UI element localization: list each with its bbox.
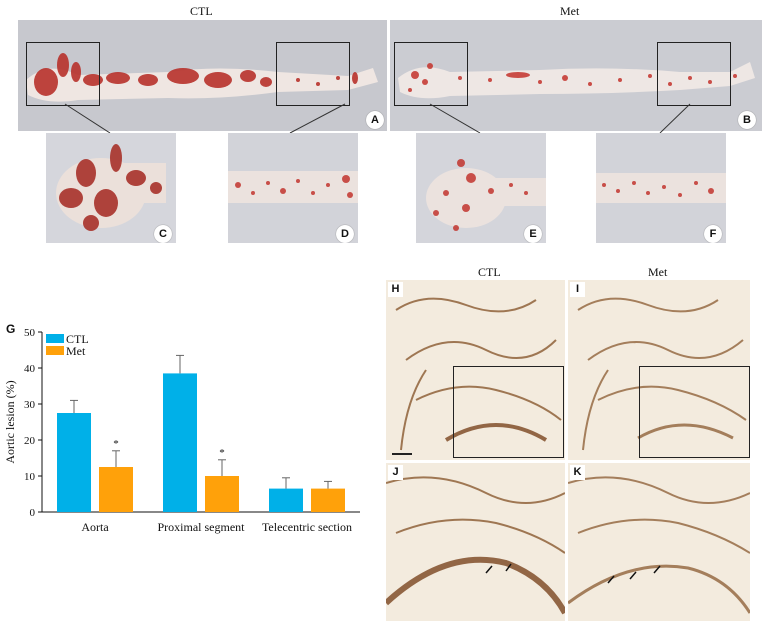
header-met-top: Met bbox=[560, 4, 580, 18]
zoom-box-d bbox=[276, 42, 350, 106]
header-met-bottom: Met bbox=[648, 265, 668, 279]
bar-ctl bbox=[269, 488, 303, 512]
header-ctl-top: CTL bbox=[190, 4, 213, 18]
legend-swatch-ctl bbox=[46, 334, 64, 343]
y-axis-label: Aortic lesion (%) bbox=[3, 380, 17, 463]
y-tick-label: 20 bbox=[24, 435, 36, 447]
zoom-box-c bbox=[26, 42, 100, 106]
panel-label-f: F bbox=[704, 225, 722, 243]
histology-j: J bbox=[386, 463, 565, 621]
histology-k-drawing bbox=[568, 476, 750, 614]
lesion-bar-chart: 0 10 20 30 40 50 Aortic lesion (%) * Aorta * Proxi… bbox=[3, 327, 360, 534]
connector-lines bbox=[64, 103, 691, 134]
histology-h-drawing bbox=[395, 297, 562, 451]
zoom-box-j bbox=[453, 366, 564, 458]
panel-label-g: G bbox=[6, 322, 16, 336]
y-tick-label: 30 bbox=[24, 399, 36, 411]
significance-marker: * bbox=[113, 438, 119, 450]
bar-met bbox=[205, 476, 239, 512]
zoom-c-drawing bbox=[56, 144, 166, 231]
y-tick-label: 10 bbox=[24, 471, 36, 483]
panel-label-a: A bbox=[366, 111, 384, 129]
zoom-d-drawing bbox=[228, 171, 358, 203]
histology-k: K bbox=[568, 463, 750, 621]
y-tick-label: 50 bbox=[24, 327, 36, 339]
panel-label-k: K bbox=[570, 465, 585, 480]
panel-label-j: J bbox=[388, 465, 403, 480]
histology-i: I bbox=[568, 280, 750, 460]
histology-i-drawing bbox=[577, 297, 747, 451]
x-category-label: Telecentric section bbox=[262, 520, 352, 534]
aorta-photo-met: B bbox=[390, 20, 762, 131]
zoom-box-f bbox=[657, 42, 731, 106]
x-category-label: Aorta bbox=[81, 520, 109, 534]
histology-j-drawing bbox=[386, 476, 565, 615]
panel-label-b: B bbox=[738, 111, 756, 129]
bar-ctl bbox=[163, 373, 197, 512]
bar-met bbox=[99, 467, 133, 512]
zoom-box-e bbox=[394, 42, 468, 106]
panel-label-d: D bbox=[336, 225, 354, 243]
zoom-photo-c: C bbox=[46, 133, 176, 243]
y-tick-label: 0 bbox=[30, 507, 36, 519]
legend-swatch-met bbox=[46, 346, 64, 355]
x-category-label: Proximal segment bbox=[158, 520, 246, 534]
legend-label-met: Met bbox=[66, 344, 86, 358]
scale-bar bbox=[392, 453, 412, 455]
bar-ctl bbox=[57, 413, 91, 512]
panel-label-e: E bbox=[524, 225, 542, 243]
zoom-f-drawing bbox=[596, 173, 726, 203]
bar-met bbox=[311, 488, 345, 512]
zoom-photo-e: E bbox=[416, 133, 546, 243]
legend-label-ctl: CTL bbox=[66, 332, 89, 346]
y-tick-label: 40 bbox=[24, 363, 36, 375]
header-ctl-bottom: CTL bbox=[478, 265, 501, 279]
panel-label-i: I bbox=[570, 282, 585, 297]
aorta-photo-ctl: A bbox=[18, 20, 387, 131]
zoom-photo-f: F bbox=[596, 133, 726, 243]
panel-label-h: H bbox=[388, 282, 403, 297]
aorta-ctl-drawing bbox=[26, 53, 378, 102]
aorta-met-drawing bbox=[398, 62, 755, 99]
histology-h: H bbox=[386, 280, 565, 460]
zoom-e-drawing bbox=[426, 159, 546, 231]
significance-marker: * bbox=[219, 447, 225, 459]
zoom-photo-d: D bbox=[228, 133, 358, 243]
zoom-box-k bbox=[639, 366, 750, 458]
panel-label-c: C bbox=[154, 225, 172, 243]
